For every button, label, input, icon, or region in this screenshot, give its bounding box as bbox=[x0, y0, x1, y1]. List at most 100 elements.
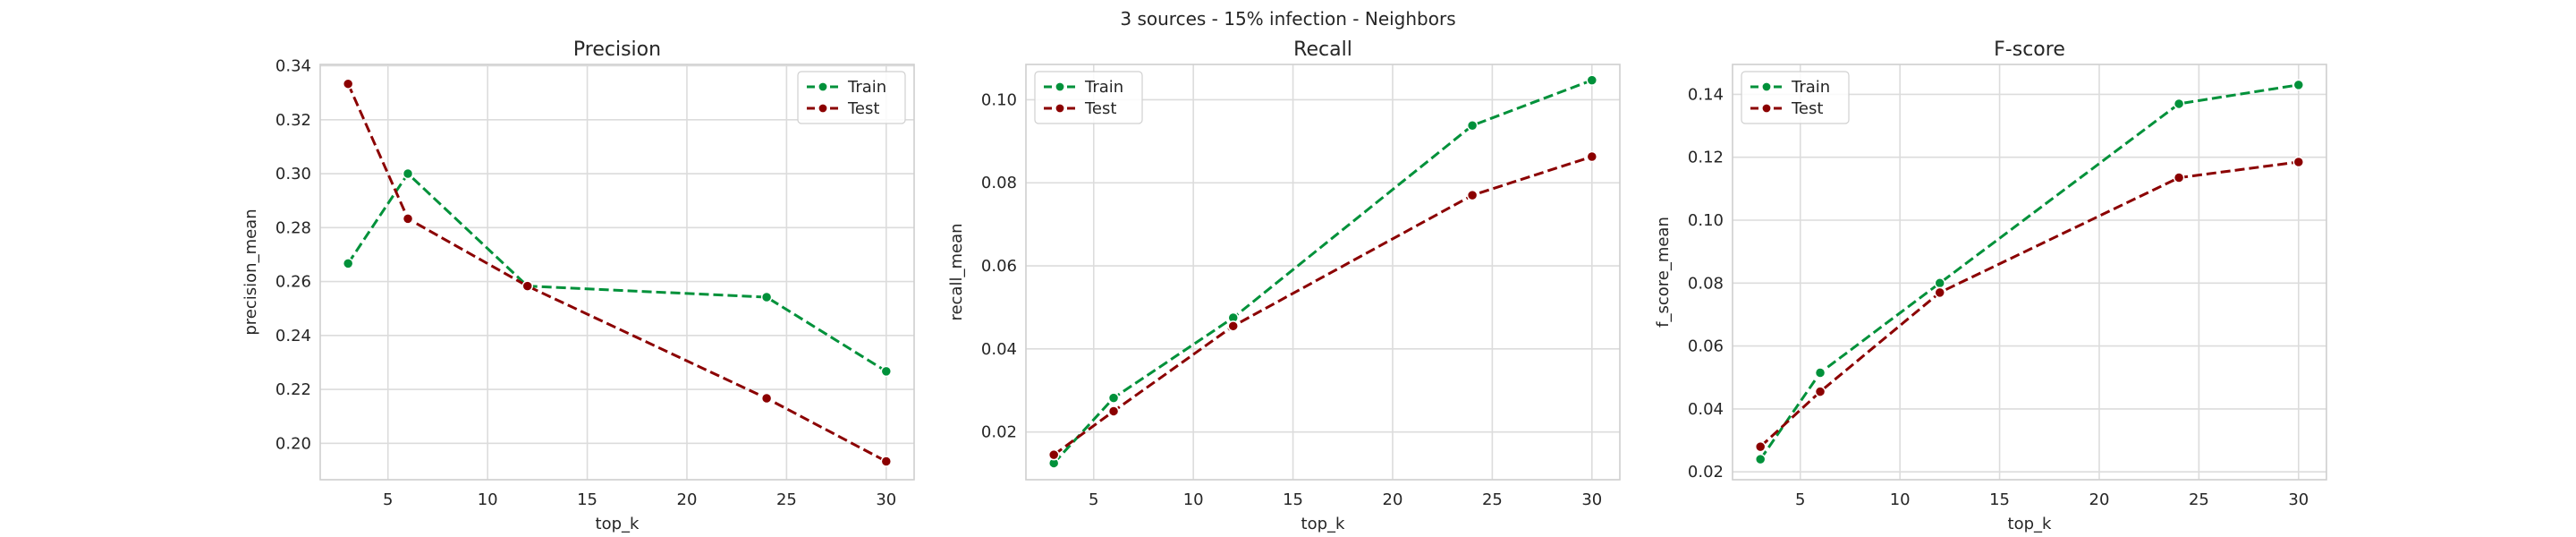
data-point bbox=[1934, 277, 1945, 289]
series-train bbox=[1047, 74, 1598, 469]
series-test bbox=[1754, 156, 2305, 453]
data-point bbox=[1466, 189, 1479, 201]
y-axis-label: recall_mean bbox=[947, 223, 966, 320]
data-point bbox=[521, 280, 533, 292]
series-line bbox=[1758, 83, 2300, 461]
y-tick-label: 0.08 bbox=[1688, 274, 1724, 293]
data-point bbox=[1107, 405, 1120, 417]
data-point bbox=[760, 291, 773, 303]
y-tick-label: 0.26 bbox=[275, 273, 311, 292]
legend-marker bbox=[818, 103, 828, 114]
y-tick-label: 0.20 bbox=[275, 434, 311, 453]
data-point bbox=[2292, 156, 2305, 168]
y-tick-label: 0.32 bbox=[275, 111, 311, 130]
series-line bbox=[346, 171, 887, 373]
legend-label: Test bbox=[847, 99, 879, 118]
subplot-title: Recall bbox=[1293, 38, 1352, 61]
x-tick-label: 30 bbox=[2288, 490, 2309, 509]
y-tick-label: 0.30 bbox=[275, 165, 311, 183]
subplot-1: 5 10 15 20 25 30 0.02 0.04 0.06 0.08 0.10 Recall top… bbox=[947, 38, 1621, 533]
x-tick-label: 10 bbox=[1183, 490, 1204, 509]
y-tick-label: 0.02 bbox=[981, 423, 1017, 442]
x-tick-label: 25 bbox=[776, 490, 797, 509]
legend: Train Test bbox=[1741, 71, 1850, 124]
y-tick-label: 0.06 bbox=[981, 257, 1017, 276]
data-point bbox=[1814, 386, 1826, 397]
series-test bbox=[342, 78, 893, 467]
y-axis-label: precision_mean bbox=[242, 209, 260, 335]
series-line bbox=[1759, 160, 2300, 448]
x-axis-label: top_k bbox=[2008, 515, 2052, 533]
data-point bbox=[1466, 119, 1479, 132]
series-line bbox=[1053, 79, 1593, 465]
x-axis-label: top_k bbox=[596, 515, 640, 533]
y-axis-label: f_score_mean bbox=[1654, 217, 1673, 328]
y-tick-label: 0.02 bbox=[1688, 463, 1724, 482]
legend-label: Train bbox=[847, 78, 886, 97]
series-test bbox=[1047, 150, 1598, 461]
data-point bbox=[1047, 448, 1060, 461]
legend-marker bbox=[1761, 81, 1772, 92]
y-tick-label: 0.12 bbox=[1688, 149, 1724, 167]
data-point bbox=[1934, 286, 1945, 299]
x-tick-label: 20 bbox=[2089, 490, 2110, 509]
data-point bbox=[1754, 453, 1767, 465]
figure-suptitle: 3 sources - 15% infection - Neighbors bbox=[1120, 8, 1455, 30]
subplot-title: Precision bbox=[573, 38, 661, 61]
data-point bbox=[1586, 150, 1598, 163]
x-tick-label: 5 bbox=[1795, 490, 1805, 509]
data-point bbox=[880, 365, 893, 378]
x-tick-label: 30 bbox=[1581, 490, 1602, 509]
x-tick-label: 15 bbox=[577, 490, 597, 509]
subplot-title: F-score bbox=[1994, 38, 2065, 61]
data-point bbox=[1586, 74, 1598, 86]
legend: Train Test bbox=[797, 71, 906, 124]
series-train bbox=[1754, 79, 2305, 465]
y-tick-label: 0.10 bbox=[1688, 211, 1724, 230]
x-tick-label: 30 bbox=[876, 490, 896, 509]
y-tick-label: 0.10 bbox=[981, 90, 1017, 109]
data-point bbox=[1754, 440, 1767, 453]
series-line bbox=[1053, 155, 1593, 456]
legend-marker bbox=[818, 81, 828, 92]
y-tick-label: 0.06 bbox=[1688, 337, 1724, 356]
x-tick-label: 15 bbox=[1989, 490, 2010, 509]
data-point bbox=[342, 78, 354, 90]
data-point bbox=[342, 258, 354, 269]
x-tick-label: 10 bbox=[1890, 490, 1911, 509]
series-train bbox=[342, 167, 893, 378]
data-point bbox=[2173, 172, 2185, 183]
data-point bbox=[1107, 392, 1120, 404]
subplots: 5 10 15 20 25 30 0.20 0.22 0.24 0.26 0.28 0.30 0.32 0… bbox=[242, 38, 2327, 533]
x-axis-label: top_k bbox=[1301, 515, 1345, 533]
x-tick-label: 5 bbox=[383, 490, 393, 509]
subplot-2: 5 10 15 20 25 30 0.02 0.04 0.06 0.08 0.10 0.12 0.14 F… bbox=[1654, 38, 2327, 533]
legend-marker bbox=[1055, 81, 1065, 92]
y-tick-label: 0.22 bbox=[275, 380, 311, 399]
series-line bbox=[346, 83, 887, 463]
y-tick-label: 0.08 bbox=[981, 174, 1017, 192]
x-tick-label: 25 bbox=[1482, 490, 1503, 509]
data-point bbox=[2173, 98, 2185, 110]
subplot-0: 5 10 15 20 25 30 0.20 0.22 0.24 0.26 0.28 0.30 0.32 0… bbox=[242, 38, 915, 533]
x-tick-label: 20 bbox=[1383, 490, 1403, 509]
plot-frame bbox=[1025, 64, 1621, 481]
data-point bbox=[2292, 79, 2305, 91]
plot-frame bbox=[1732, 64, 2327, 481]
y-tick-label: 0.04 bbox=[1688, 400, 1724, 419]
x-tick-label: 15 bbox=[1283, 490, 1303, 509]
legend: Train Test bbox=[1034, 71, 1143, 124]
y-tick-label: 0.14 bbox=[1688, 85, 1724, 104]
legend-marker bbox=[1055, 103, 1065, 114]
legend-marker bbox=[1761, 103, 1772, 114]
x-tick-label: 10 bbox=[478, 490, 498, 509]
x-tick-label: 20 bbox=[677, 490, 698, 509]
y-tick-label: 0.24 bbox=[275, 327, 311, 345]
data-point bbox=[402, 167, 414, 180]
x-tick-label: 5 bbox=[1089, 490, 1098, 509]
data-point bbox=[1227, 320, 1239, 332]
y-tick-label: 0.04 bbox=[981, 340, 1017, 359]
x-tick-label: 25 bbox=[2189, 490, 2209, 509]
legend-label: Train bbox=[1791, 78, 1830, 97]
